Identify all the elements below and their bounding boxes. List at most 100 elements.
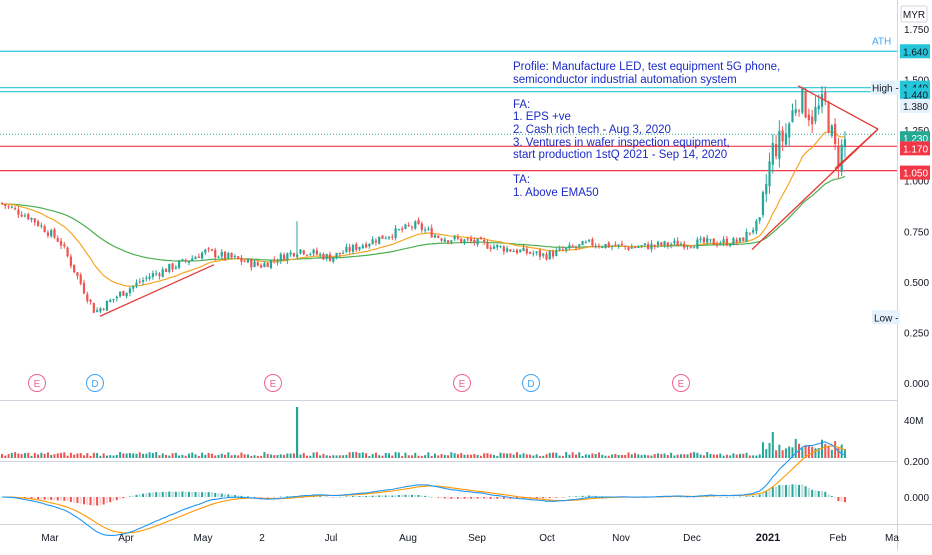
macd-histogram-bar — [227, 494, 230, 497]
macd-histogram-bar — [739, 496, 741, 498]
candle-body — [801, 88, 804, 113]
candle-body — [768, 161, 771, 187]
candle-body — [79, 274, 82, 284]
volume-bar — [532, 455, 535, 458]
macd-histogram-bar — [210, 492, 213, 497]
macd-histogram-bar — [69, 497, 72, 502]
volume-bar — [729, 455, 732, 458]
macd-histogram-bar — [30, 497, 33, 499]
candle-body — [322, 253, 325, 260]
volume-bar — [555, 452, 558, 458]
candle-body — [237, 256, 240, 259]
volume-bar — [824, 443, 827, 458]
candle-body — [253, 261, 256, 268]
candle-body — [391, 236, 394, 238]
volume-bar — [440, 454, 443, 458]
event-marker-label: E — [270, 379, 277, 390]
macd-histogram-bar — [545, 497, 548, 499]
volume-bar — [535, 454, 538, 458]
macd-histogram-bar — [237, 495, 240, 497]
candle-body — [601, 247, 604, 249]
volume-bar — [693, 452, 696, 458]
volume-bar — [165, 454, 167, 458]
price-tag — [900, 98, 930, 113]
candle-body — [830, 125, 833, 136]
annotation-line: 1. Above EMA50 — [513, 186, 599, 199]
macd-histogram-bar — [33, 497, 36, 499]
candle-body — [69, 256, 72, 266]
macd-histogram-bar — [165, 491, 167, 497]
volume-bar — [14, 452, 17, 458]
candle-body — [269, 260, 273, 269]
macd-histogram-bar — [132, 495, 135, 497]
volume-bar — [499, 452, 502, 458]
candle-body — [266, 263, 269, 268]
volume-bar — [319, 455, 322, 458]
ath-label: ATH — [872, 36, 891, 47]
macd-histogram-bar — [263, 497, 266, 498]
volume-bar — [394, 452, 397, 458]
candle-body — [210, 249, 214, 251]
candle-body — [692, 247, 696, 249]
annotation-line — [513, 162, 813, 175]
candle-body — [446, 240, 450, 243]
time-axis-label: Aug — [399, 533, 417, 544]
candle-body — [460, 238, 463, 243]
macd-histogram-bar — [253, 496, 256, 498]
volume-bar — [525, 454, 528, 458]
time-axis-label: 2021 — [756, 532, 780, 544]
volume-bar — [493, 454, 495, 458]
volume-bar — [784, 448, 787, 458]
macd-histogram-bar — [276, 497, 279, 498]
volume-bar — [466, 454, 469, 458]
candle-body — [325, 254, 328, 259]
volume-bar — [27, 452, 30, 458]
candle-body — [299, 249, 302, 254]
volume-bar — [758, 454, 761, 458]
macd-histogram-bar — [456, 497, 459, 499]
macd-histogram-bar — [784, 484, 787, 497]
volume-bar — [299, 454, 302, 458]
macd-histogram-bar — [597, 496, 600, 497]
volume-bar — [558, 455, 561, 458]
low-note-text: Low - — [874, 313, 898, 324]
candle-body — [394, 228, 397, 239]
macd-histogram-bar — [771, 487, 774, 497]
macd-histogram-bar — [92, 497, 95, 506]
candle-body — [332, 257, 335, 262]
volume-bar — [279, 454, 282, 458]
volume-bar — [843, 449, 846, 458]
candle-body — [555, 250, 558, 256]
volume-bar — [778, 444, 781, 458]
volume-bar — [791, 447, 794, 458]
volume-bar — [33, 452, 36, 458]
candle-body — [784, 133, 788, 145]
macd-histogram-bar — [493, 497, 495, 499]
volume-bar — [768, 442, 771, 458]
candle-body — [351, 245, 355, 252]
volume-bar — [60, 452, 63, 458]
triangle-upper-trendline — [797, 85, 879, 130]
ema-long-line — [1, 175, 846, 262]
dividend-event-marker — [522, 374, 540, 392]
macd-histogram-bar — [755, 495, 758, 497]
volume-bar — [706, 452, 709, 458]
macd-histogram-bar — [588, 495, 591, 497]
volume-bar — [463, 454, 466, 458]
volume-bar — [591, 453, 594, 458]
volume-bar — [30, 455, 33, 458]
macd-histogram-bar — [814, 490, 817, 497]
volume-bar — [561, 455, 564, 458]
candle-body — [233, 255, 236, 257]
volume-bar — [689, 452, 692, 458]
macd-histogram-bar — [148, 492, 151, 497]
candle-body — [243, 260, 246, 262]
macd-histogram-bar — [151, 492, 154, 497]
macd-histogram-bar — [801, 484, 804, 497]
volume-bar — [276, 455, 279, 458]
volume-bar — [10, 452, 13, 458]
macd-histogram-bar — [214, 492, 217, 497]
volume-bar — [450, 452, 453, 458]
volume-bar — [834, 441, 837, 458]
high-note-text: High - — [872, 84, 899, 95]
